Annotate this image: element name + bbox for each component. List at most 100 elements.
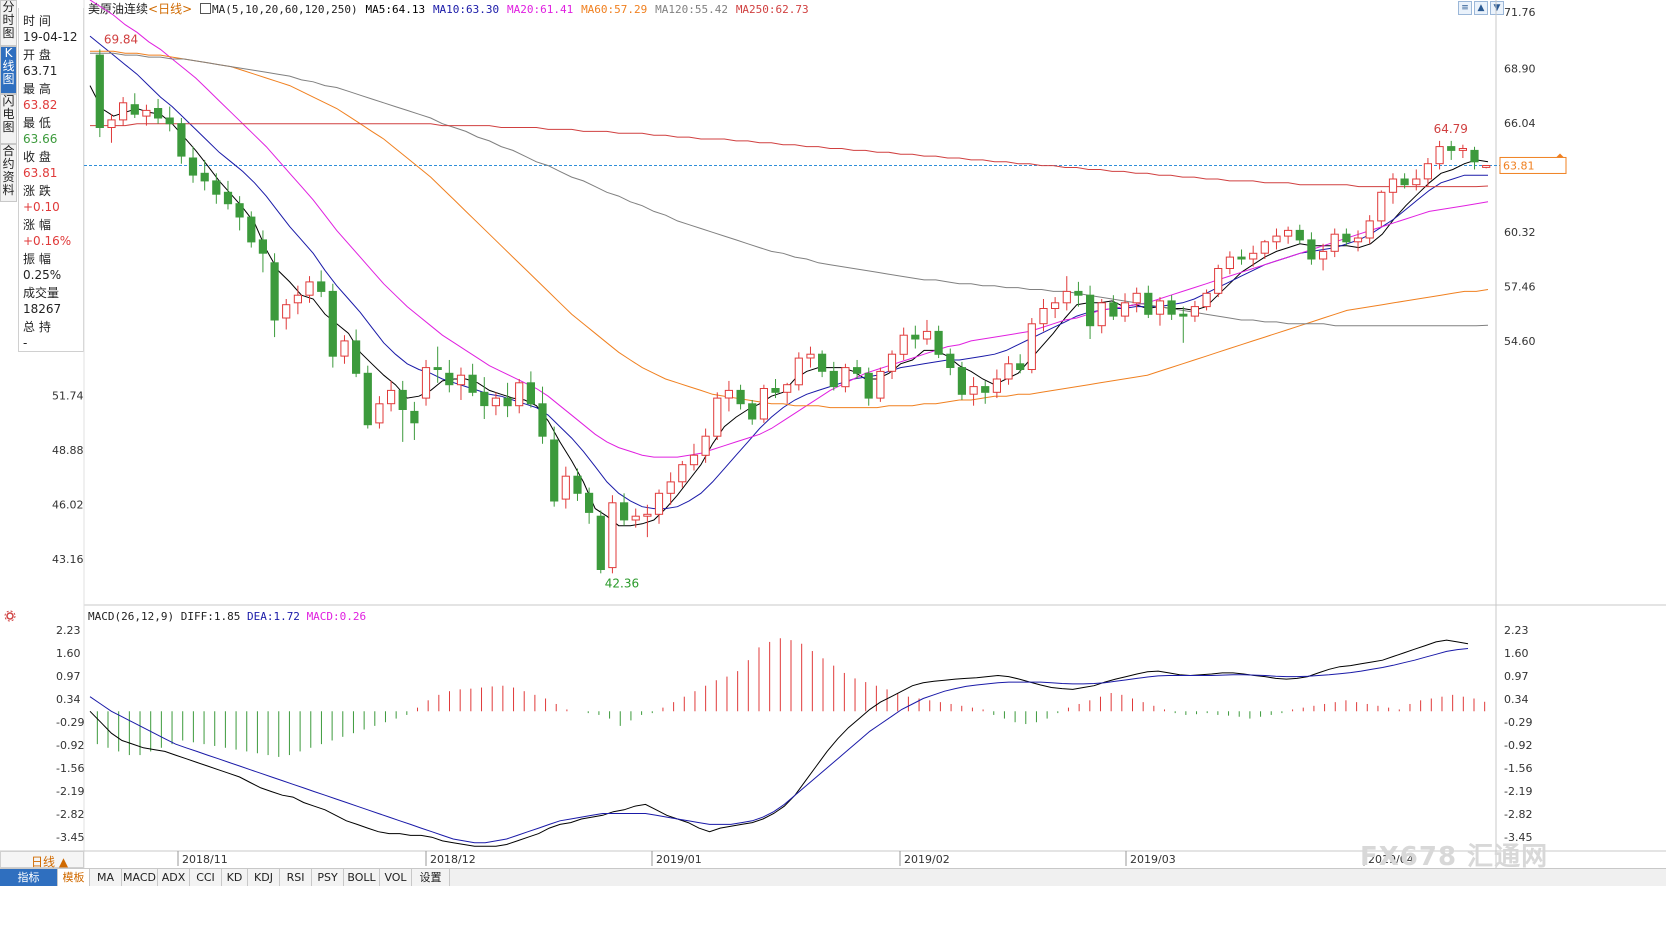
info-icon[interactable]: ≡ (1458, 1, 1472, 15)
price-tick-label: 60.32 (1504, 226, 1536, 239)
side-tab-contract[interactable]: 合约资料 (0, 144, 17, 202)
candle-body (1039, 308, 1048, 325)
candle-body (1179, 313, 1188, 317)
candle-body (643, 513, 652, 517)
kline-chart[interactable]: 69.84 42.36 64.79 71.76 68.90 66.04 63.81 60.3… (0, 0, 1666, 868)
tab-boll[interactable]: BOLL (344, 869, 380, 886)
ma-params: MA(5,10,20,60,120,250) (211, 3, 358, 16)
candle-body (853, 367, 862, 374)
tab-settings[interactable]: 设置 (412, 869, 450, 886)
tab-kdj[interactable]: KDJ (248, 869, 280, 886)
high-label: 最 高 (23, 82, 51, 96)
price-annotations: 69.84 42.36 64.79 (104, 32, 1468, 590)
watermark-logo: FX678 汇通网 (1360, 842, 1549, 872)
macd-tick-label-right: 0.34 (1504, 693, 1529, 706)
candle-body (759, 388, 768, 420)
candle-body (794, 357, 803, 386)
candle-body (992, 378, 1001, 393)
candle-body (981, 386, 990, 393)
macd-settings-icon[interactable] (4, 610, 16, 625)
side-tab-flash[interactable]: 闪电图 (0, 94, 17, 144)
candle-body (340, 340, 349, 357)
macd-tick-label-left: 0.97 (56, 670, 81, 683)
candle-body (258, 239, 267, 254)
candle-body (1249, 252, 1258, 260)
date-tick-label: 2019/01 (656, 853, 702, 866)
time-label: 时 间 (23, 14, 51, 28)
candle-body (585, 492, 594, 513)
candle-body (806, 353, 815, 359)
macd-tick-label-right: -2.19 (1504, 785, 1532, 798)
tab-rsi[interactable]: RSI (280, 869, 312, 886)
candle-body (771, 388, 780, 393)
macd-tick-label-left: -2.19 (56, 785, 84, 798)
side-tab-kline[interactable]: K线图 (0, 46, 17, 94)
tab-indicator[interactable]: 指标 (0, 869, 58, 886)
tab-psy[interactable]: PSY (312, 869, 344, 886)
candle-body (713, 397, 722, 437)
tab-adx[interactable]: ADX (158, 869, 190, 886)
tab-cci[interactable]: CCI (190, 869, 222, 886)
candle-body (631, 515, 640, 521)
candle-body (818, 353, 827, 372)
candle-body (165, 117, 174, 125)
candle-body (1086, 294, 1095, 327)
candle-body (526, 382, 535, 405)
candle-body (212, 180, 221, 195)
tab-vol[interactable]: VOL (380, 869, 412, 886)
period-button[interactable]: 日线 ▲ (31, 855, 69, 869)
candle-body (328, 290, 337, 357)
candle-body (398, 389, 407, 410)
macd-tick-label-right: 1.60 (1504, 647, 1529, 660)
period-label: <日线> (148, 2, 193, 16)
side-tab-label: 合约资料 (2, 144, 15, 197)
ma-toggle-icon[interactable] (199, 3, 211, 14)
tab-kd[interactable]: KD (222, 869, 248, 886)
macd-params: MACD(26,12,9) (88, 610, 175, 623)
macd-value: MACD:0.26 (306, 610, 367, 623)
candle-body (305, 281, 314, 296)
macd-header: MACD(26,12,9) DIFF:1.85 DEA:1.72 MACD:0.… (88, 610, 366, 623)
candle-body (130, 104, 139, 115)
candle-body (352, 340, 361, 374)
tab-macd[interactable]: MACD (122, 869, 158, 886)
macd-tick-label-right: 2.23 (1504, 624, 1529, 637)
date-tick-label: 2018/12 (430, 853, 476, 866)
macd-tick-label-right: 0.97 (1504, 670, 1529, 683)
macd-tick-label-right: -2.82 (1504, 808, 1532, 821)
candle-body (1027, 323, 1036, 370)
macd-tick-label-right: -0.29 (1504, 716, 1532, 729)
candle-body (1365, 220, 1374, 239)
ma-line-ma5 (89, 85, 1489, 527)
tab-template[interactable]: 模板 (58, 869, 90, 886)
candle-body (270, 262, 279, 321)
high-value: 63.82 (23, 98, 58, 112)
change-value: +0.10 (23, 200, 60, 214)
candle-body (1109, 302, 1118, 317)
candle-body (1284, 229, 1293, 237)
side-tab-timeshare[interactable]: 分时图 (0, 0, 17, 46)
side-tab-label: 闪电图 (2, 94, 15, 134)
candle-body (1342, 233, 1351, 243)
candle-body (1447, 146, 1456, 151)
candle-body (1319, 250, 1328, 260)
chevron-up-icon[interactable]: ▲ (1474, 1, 1488, 15)
candle-body (666, 481, 675, 494)
candle-body (969, 386, 978, 395)
macd-tick-label-left: 2.23 (56, 624, 81, 637)
candle-body (1237, 256, 1246, 260)
low-value: 63.66 (23, 132, 58, 146)
candle-body (1470, 149, 1479, 163)
candle-body (1074, 290, 1083, 296)
candle-body (223, 191, 233, 205)
amp-value: 0.25% (23, 268, 62, 282)
candle-body (1132, 292, 1141, 304)
candlestick-series (95, 49, 1491, 574)
candle-body (1051, 302, 1060, 309)
chart-header: 美原油连续<日线> MA(5,10,20,60,120,250) MA5:64.… (88, 0, 813, 16)
chevron-down-icon[interactable]: ▼ (1490, 1, 1504, 15)
tab-ma[interactable]: MA (90, 869, 122, 886)
ma250-value: MA250:62.73 (735, 3, 809, 16)
macd-tick-label-left: 0.34 (56, 693, 81, 706)
candle-body (433, 367, 442, 371)
